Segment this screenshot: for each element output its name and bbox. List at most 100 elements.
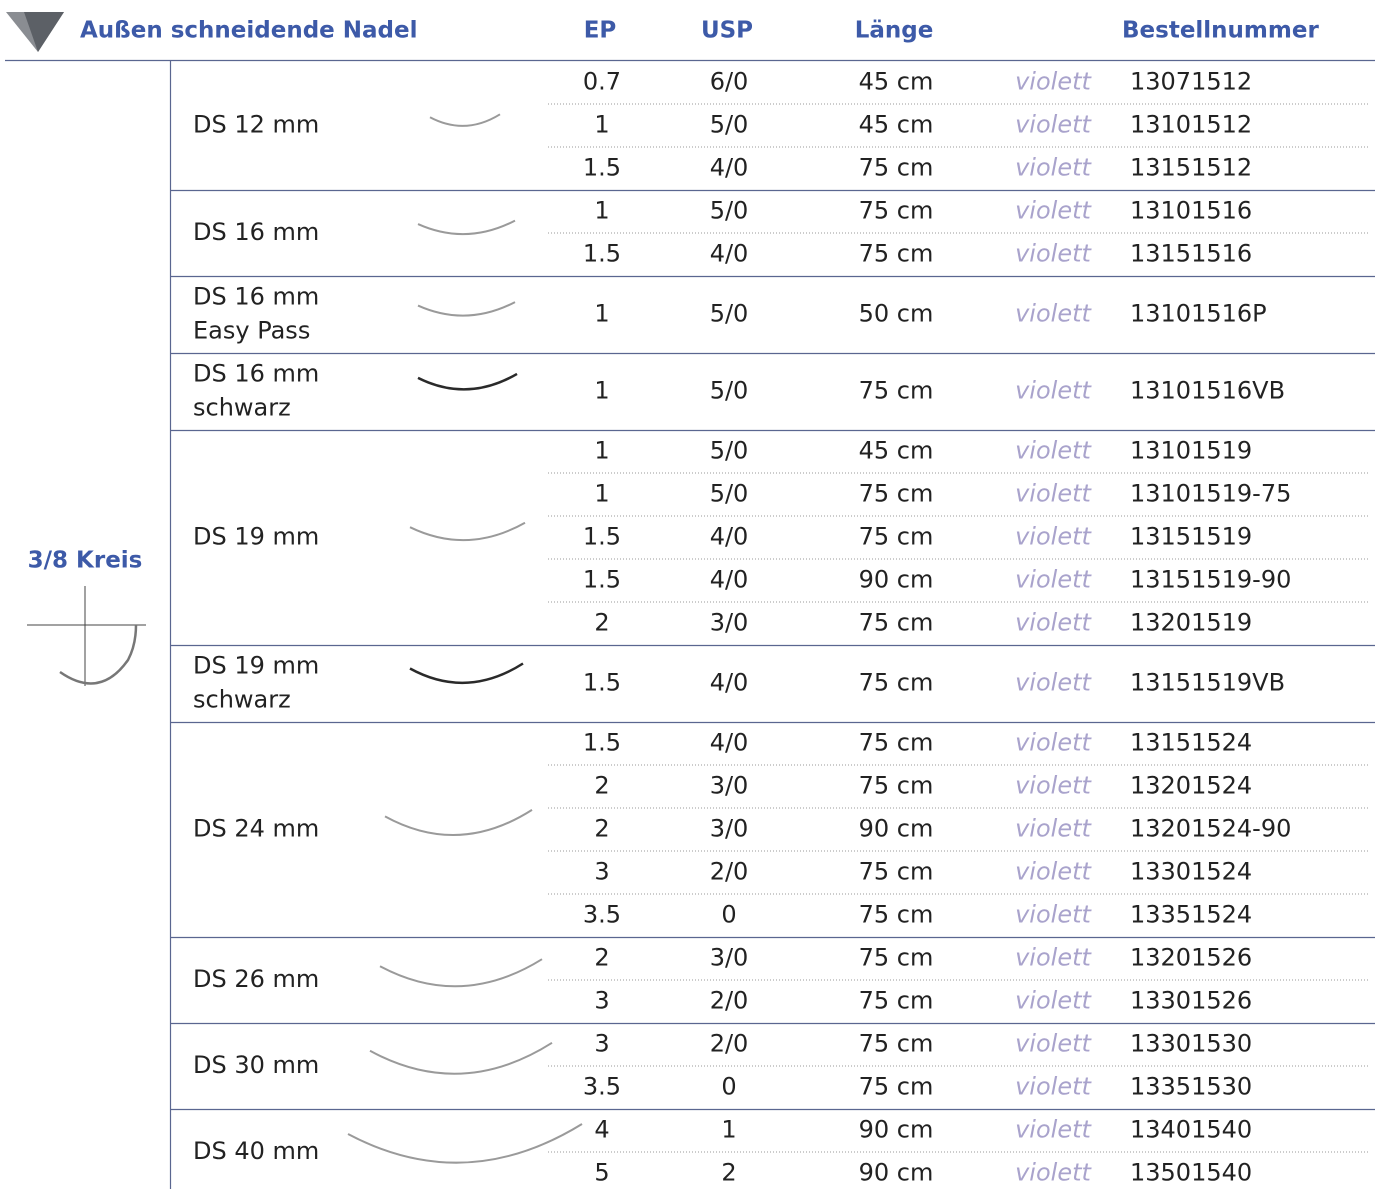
cell: 90 cm	[859, 566, 934, 594]
cell: 1	[594, 111, 609, 139]
cell: 3.5	[583, 901, 621, 929]
cell: 75 cm	[859, 523, 934, 551]
thread-color: violett	[1015, 68, 1092, 96]
cell: 75 cm	[859, 944, 934, 972]
cell: 5/0	[710, 480, 749, 508]
cell: 13151519	[1130, 523, 1252, 551]
cell: 13351524	[1130, 901, 1252, 929]
needle-image	[380, 959, 542, 986]
page: Außen schneidende Nadel EP USP Länge Bes…	[0, 0, 1381, 1189]
thread-color: violett	[1015, 111, 1092, 139]
cell: 75 cm	[859, 609, 934, 637]
thread-color: violett	[1015, 901, 1092, 929]
cell: 13151519-90	[1130, 566, 1291, 594]
cell: 5/0	[710, 197, 749, 225]
needle-image	[418, 302, 515, 316]
cell: 75 cm	[859, 858, 934, 886]
cell: 75 cm	[859, 987, 934, 1015]
needle-image	[385, 810, 532, 835]
cell: 2	[594, 815, 609, 843]
cell: 4/0	[710, 523, 749, 551]
cell: 13101516	[1130, 197, 1252, 225]
cell: 1	[594, 480, 609, 508]
needle-image	[430, 114, 500, 126]
needle-image	[410, 523, 525, 540]
cell: 5/0	[710, 111, 749, 139]
needle-name: schwarz	[193, 394, 291, 422]
cell: 5/0	[710, 300, 749, 328]
cell: 75 cm	[859, 901, 934, 929]
cell: 75 cm	[859, 772, 934, 800]
cell: 75 cm	[859, 197, 934, 225]
cell: 75 cm	[859, 669, 934, 697]
cell: 90 cm	[859, 1116, 934, 1144]
thread-color: violett	[1015, 815, 1092, 843]
thread-color: violett	[1015, 772, 1092, 800]
cell: 1	[594, 197, 609, 225]
cell: 4/0	[710, 240, 749, 268]
cell: 75 cm	[859, 1030, 934, 1058]
cell: 2	[721, 1159, 736, 1187]
needle-image	[418, 374, 517, 389]
thread-color: violett	[1015, 197, 1092, 225]
cell: 0.7	[583, 68, 621, 96]
thread-color: violett	[1015, 669, 1092, 697]
cell: 1	[594, 300, 609, 328]
cell: 13101519	[1130, 437, 1252, 465]
cell: 13151519VB	[1130, 669, 1285, 697]
needle-name: DS 12 mm	[193, 111, 319, 139]
cell: 13151512	[1130, 154, 1252, 182]
cell: 90 cm	[859, 815, 934, 843]
needle-image	[410, 664, 523, 683]
needle-name: DS 19 mm	[193, 652, 319, 680]
column-header: Länge	[855, 18, 934, 44]
cell: 13101516P	[1130, 300, 1267, 328]
cell: 4/0	[710, 154, 749, 182]
cell: 45 cm	[859, 437, 934, 465]
needle-image	[348, 1124, 582, 1163]
needle-name: DS 16 mm	[193, 283, 319, 311]
cell: 6/0	[710, 68, 749, 96]
cell: 4/0	[710, 729, 749, 757]
cell: 75 cm	[859, 729, 934, 757]
thread-color: violett	[1015, 1030, 1092, 1058]
cell: 2/0	[710, 1030, 749, 1058]
needle-name: DS 40 mm	[193, 1137, 319, 1165]
cell: 1.5	[583, 523, 621, 551]
cell: 5/0	[710, 377, 749, 405]
cell: 4	[594, 1116, 609, 1144]
cell: 4/0	[710, 669, 749, 697]
thread-color: violett	[1015, 609, 1092, 637]
cell: 1.5	[583, 669, 621, 697]
cell: 1	[594, 437, 609, 465]
cell: 5	[594, 1159, 609, 1187]
cell: 1.5	[583, 154, 621, 182]
cell: 1.5	[583, 729, 621, 757]
thread-color: violett	[1015, 1159, 1092, 1187]
thread-color: violett	[1015, 377, 1092, 405]
cell: 1.5	[583, 566, 621, 594]
cell: 13201519	[1130, 609, 1252, 637]
cell: 13201524	[1130, 772, 1252, 800]
thread-color: violett	[1015, 566, 1092, 594]
needle-image	[418, 221, 515, 235]
cell: 0	[721, 1073, 736, 1101]
thread-color: violett	[1015, 437, 1092, 465]
cell: 75 cm	[859, 240, 934, 268]
thread-color: violett	[1015, 300, 1092, 328]
cell: 90 cm	[859, 1159, 934, 1187]
cell: 13401540	[1130, 1116, 1252, 1144]
cell: 3/0	[710, 944, 749, 972]
cell: 13101519-75	[1130, 480, 1291, 508]
cell: 2	[594, 944, 609, 972]
thread-color: violett	[1015, 240, 1092, 268]
needle-name: DS 30 mm	[193, 1051, 319, 1079]
thread-color: violett	[1015, 154, 1092, 182]
cell: 75 cm	[859, 1073, 934, 1101]
cell: 13201524-90	[1130, 815, 1291, 843]
cell: 2	[594, 609, 609, 637]
side-label: 3/8 Kreis	[28, 548, 143, 574]
thread-color: violett	[1015, 1116, 1092, 1144]
cell: 45 cm	[859, 68, 934, 96]
